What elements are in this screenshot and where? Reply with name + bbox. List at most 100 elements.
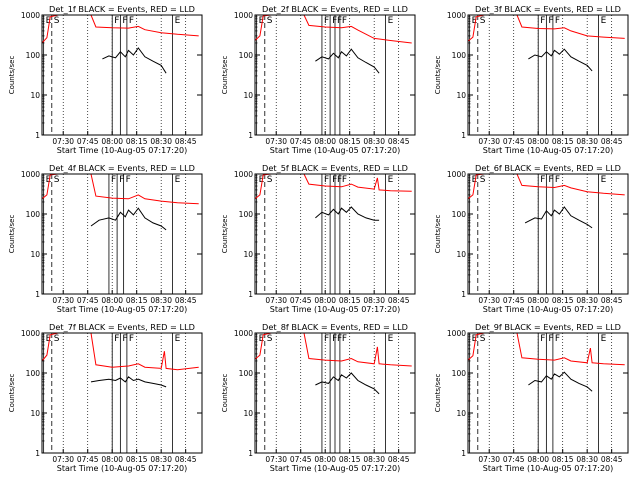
y-axis-label: Counts/sec <box>8 215 16 254</box>
marker-label: F <box>129 16 134 26</box>
marker-label: E <box>46 175 52 185</box>
x-tick-label: 08:15 <box>126 296 148 305</box>
marker-label: E <box>259 16 265 26</box>
marker-label: F <box>555 16 560 26</box>
x-tick-label: 08:45 <box>175 137 197 146</box>
marker-label: F <box>122 16 127 26</box>
x-tick-label: 08:00 <box>527 137 549 146</box>
x-tick-label: 08:00 <box>527 455 549 464</box>
marker-label: F <box>324 16 329 26</box>
y-tick-label: 1000 <box>447 329 466 338</box>
marker-label: E <box>472 16 478 26</box>
panel-5: Det_5f BLACK = Events, RED = LLDESFFFFE1… <box>221 163 416 314</box>
series-events <box>90 376 167 388</box>
plot-frame <box>254 14 416 136</box>
marker-label: E <box>46 16 52 26</box>
plot-frame <box>467 332 629 454</box>
y-tick-label: 10 <box>243 91 253 100</box>
x-tick-label: 08:00 <box>527 296 549 305</box>
marker-label: S <box>267 334 273 344</box>
marker-label: F <box>129 334 134 344</box>
x-tick-label: 07:45 <box>290 455 312 464</box>
panel-title: Det_3f BLACK = Events, RED = LLD <box>475 4 621 14</box>
marker-label: E <box>601 334 607 344</box>
x-tick-label: 08:45 <box>388 137 410 146</box>
y-tick-label: 1000 <box>234 11 253 20</box>
series-events <box>315 206 380 221</box>
x-tick-label: 08:45 <box>388 455 410 464</box>
y-tick-label: 1000 <box>21 11 40 20</box>
y-tick-label: 100 <box>239 369 254 378</box>
x-tick-label: 07:30 <box>478 296 500 305</box>
x-tick-label: 08:30 <box>363 296 385 305</box>
marker-label: F <box>111 175 116 185</box>
marker-label: E <box>175 175 181 185</box>
y-axis-label: Counts/sec <box>221 215 229 254</box>
x-tick-label: 08:45 <box>601 455 623 464</box>
y-tick-label: 10 <box>30 250 40 259</box>
series-lld <box>254 173 412 200</box>
x-tick-label: 08:45 <box>388 296 410 305</box>
series-events <box>102 47 167 74</box>
marker-label: S <box>54 334 60 344</box>
x-tick-label: 07:30 <box>52 455 74 464</box>
y-tick-label: 100 <box>452 369 467 378</box>
marker-label: E <box>472 334 478 344</box>
series-lld <box>254 332 412 367</box>
x-tick-label: 08:15 <box>339 137 361 146</box>
x-tick-label: 07:45 <box>77 296 99 305</box>
plot-frame <box>254 173 416 295</box>
x-tick-label: 08:00 <box>101 296 123 305</box>
y-tick-label: 1 <box>248 131 253 140</box>
panel-title: Det_8f BLACK = Events, RED = LLD <box>262 322 408 332</box>
y-tick-label: 100 <box>26 369 41 378</box>
y-tick-label: 1 <box>461 449 466 458</box>
y-tick-label: 1000 <box>234 329 253 338</box>
panel-title: Det_9f BLACK = Events, RED = LLD <box>475 322 621 332</box>
series-events <box>528 371 593 392</box>
x-tick-label: 08:00 <box>314 296 336 305</box>
marker-label: S <box>267 16 273 26</box>
x-tick-label: 07:30 <box>52 137 74 146</box>
x-axis-label: Start Time (10-Aug-05 07:17:20) <box>483 146 614 155</box>
y-tick-label: 1000 <box>21 329 40 338</box>
y-axis-label: Counts/sec <box>8 374 16 413</box>
marker-label: F <box>119 175 124 185</box>
y-tick-label: 10 <box>30 91 40 100</box>
x-tick-label: 08:30 <box>576 455 598 464</box>
x-tick-label: 07:30 <box>52 296 74 305</box>
marker-label: F <box>324 175 329 185</box>
x-tick-label: 08:00 <box>314 455 336 464</box>
x-tick-label: 07:30 <box>265 296 287 305</box>
y-tick-label: 10 <box>456 91 466 100</box>
x-tick-label: 07:45 <box>503 455 525 464</box>
marker-label: E <box>388 175 394 185</box>
x-tick-label: 08:15 <box>126 137 148 146</box>
marker-label: F <box>540 16 545 26</box>
panel-title: Det_1f BLACK = Events, RED = LLD <box>49 4 195 14</box>
x-tick-label: 08:15 <box>552 296 574 305</box>
marker-label: S <box>480 16 486 26</box>
y-tick-label: 100 <box>239 51 254 60</box>
x-axis-label: Start Time (10-Aug-05 07:17:20) <box>270 146 401 155</box>
y-tick-label: 1000 <box>234 170 253 179</box>
panel-title: Det_4f BLACK = Events, RED = LLD <box>49 163 195 173</box>
x-tick-label: 07:30 <box>478 455 500 464</box>
series-lld <box>41 173 199 205</box>
marker-label: E <box>601 16 607 26</box>
x-tick-label: 07:45 <box>503 137 525 146</box>
marker-label: F <box>548 334 553 344</box>
panel-title: Det_6f BLACK = Events, RED = LLD <box>475 163 621 173</box>
x-axis-label: Start Time (10-Aug-05 07:17:20) <box>483 464 614 473</box>
marker-label: F <box>126 175 131 185</box>
series-events <box>315 48 380 74</box>
series-lld <box>41 332 199 371</box>
series-events <box>528 48 593 72</box>
series-lld <box>41 14 199 44</box>
y-tick-label: 10 <box>243 250 253 259</box>
plot-frame <box>467 173 629 295</box>
series-events <box>90 207 167 231</box>
